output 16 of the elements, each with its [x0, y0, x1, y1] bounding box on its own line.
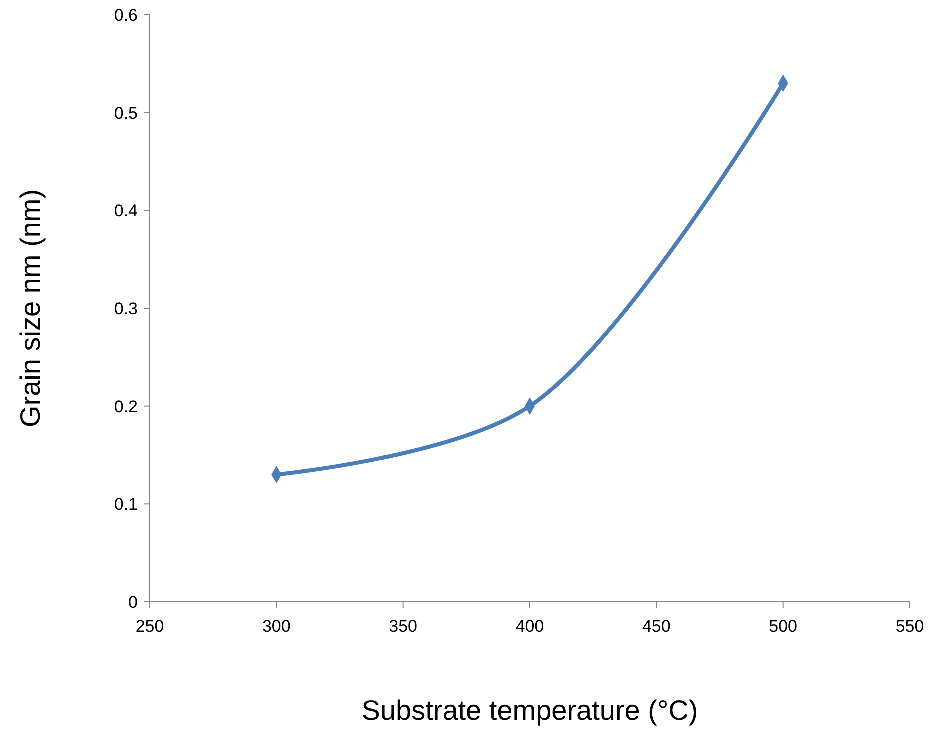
x-tick-label: 400: [516, 617, 544, 636]
x-tick-label: 550: [896, 617, 924, 636]
x-tick-label: 500: [769, 617, 798, 636]
y-tick-label: 0.2: [114, 397, 138, 416]
y-tick-label: 0.3: [114, 299, 138, 318]
x-axis-title: Substrate temperature (°C): [362, 695, 698, 726]
x-tick-label: 350: [389, 617, 418, 636]
x-tick-label: 450: [642, 617, 671, 636]
y-tick-label: 0.6: [114, 6, 138, 25]
y-tick-label: 0.1: [114, 495, 138, 514]
x-tick-label: 300: [262, 617, 291, 636]
x-tick-label: 250: [136, 617, 164, 636]
y-axis-title: Grain size nm (nm): [15, 189, 46, 428]
y-tick-label: 0.4: [114, 202, 138, 221]
y-tick-label: 0.5: [114, 104, 138, 123]
y-tick-label: 0: [128, 592, 138, 612]
